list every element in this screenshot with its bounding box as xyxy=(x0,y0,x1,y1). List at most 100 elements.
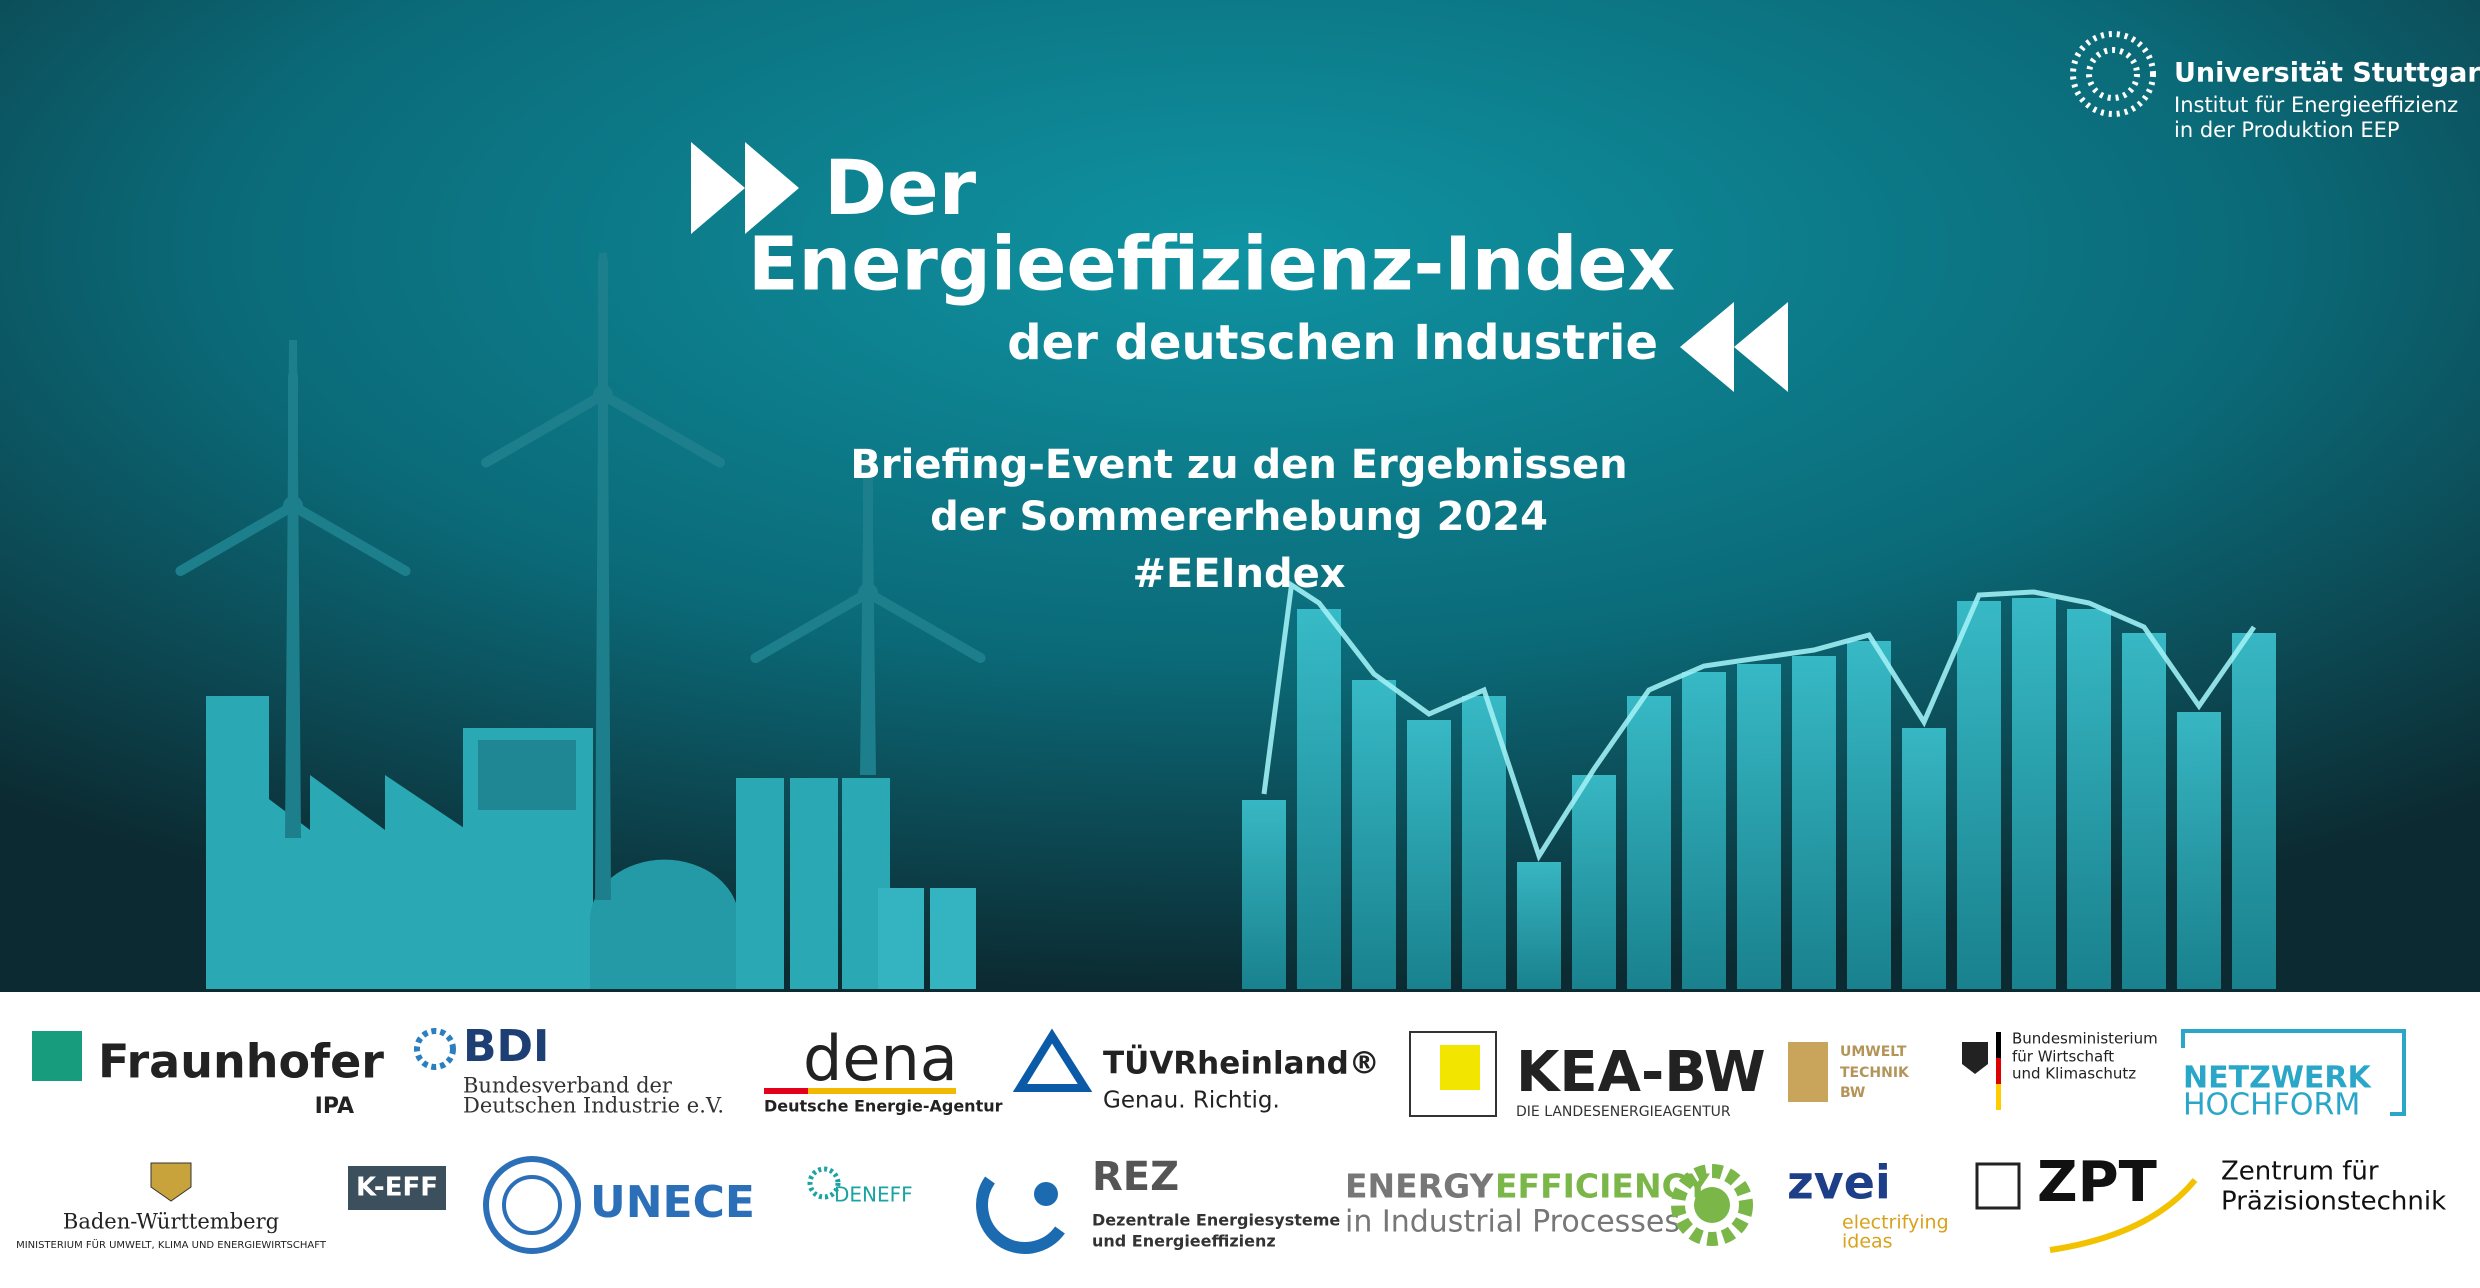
logo-text: MINISTERIUM FÜR UMWELT, KLIMA UND ENERGI… xyxy=(16,1238,327,1251)
decor-bar xyxy=(1242,800,1286,989)
logo-text: Genau. Richtig. xyxy=(1103,1088,1280,1114)
turbine-hub xyxy=(593,385,613,405)
logo-text: zvei xyxy=(1787,1156,1891,1210)
decor-bar xyxy=(1572,775,1616,989)
logo-text: und Klimaschutz xyxy=(2012,1065,2136,1083)
logo-text: und Energieeffizienz xyxy=(1092,1232,1276,1251)
logo-text: ideas xyxy=(1842,1231,1893,1253)
zpt-icon xyxy=(1975,1162,2021,1210)
logo-text: Präzisionstechnik xyxy=(2221,1187,2446,1217)
logo-text: Zentrum für xyxy=(2221,1157,2379,1187)
eagle xyxy=(1962,1042,1988,1074)
decor-bar xyxy=(1792,656,1836,989)
decor-bar xyxy=(1902,728,1946,989)
decor-line xyxy=(1261,580,2257,862)
decor-bar xyxy=(2012,598,2056,989)
decor-bar xyxy=(2122,633,2166,989)
turbine-blade xyxy=(481,390,608,468)
logo-strip xyxy=(0,992,2480,1288)
logo-text: IPA xyxy=(315,1094,354,1119)
institute: in der Produktion EEP xyxy=(2174,118,2400,142)
logo-text: UNECE xyxy=(590,1177,755,1228)
title: Der xyxy=(824,143,977,232)
illustration xyxy=(175,253,2276,989)
title: Energieeffizienz-Index xyxy=(748,222,1675,308)
logo-text: Baden-Württemberg xyxy=(63,1210,279,1234)
rez-icon xyxy=(1034,1182,1058,1206)
rewind-icon xyxy=(1680,302,1788,392)
logo-text: Bundesministerium xyxy=(2012,1030,2158,1048)
logo-text: Bundesverband der xyxy=(463,1074,673,1098)
un-emblem xyxy=(483,1156,581,1254)
decor-bar xyxy=(1407,720,1451,989)
partner-logos: Fraunhofer IPA BDI Bundesverband der Deu… xyxy=(16,1021,2446,1254)
logo-text: BDI xyxy=(463,1021,549,1072)
decor-bar xyxy=(1517,862,1561,989)
flag xyxy=(1996,1032,2001,1058)
decor-bar xyxy=(1462,696,1506,989)
logo-text: KEA-BW xyxy=(1516,1040,1766,1105)
logo-text: DIE LANDESENERGIEAGENTUR xyxy=(1516,1104,1731,1120)
hochform-frame xyxy=(2181,1029,2406,1116)
logo-text: NETZWERK xyxy=(2183,1061,2373,1096)
decor-bar xyxy=(2232,633,2276,989)
logo-text: DENEFF xyxy=(834,1183,913,1207)
deneff-icon xyxy=(807,1166,841,1200)
logo-text: K-EFF xyxy=(356,1173,438,1203)
turbine-blade xyxy=(863,588,986,663)
decor-bar xyxy=(1957,601,2001,989)
logo-text: ENERGY xyxy=(1345,1167,1494,1206)
un-emblem xyxy=(502,1175,562,1235)
factory xyxy=(237,775,467,989)
title-sub: der deutschen Industrie xyxy=(1007,315,1658,371)
dena-bar xyxy=(764,1088,808,1094)
turbine-blade xyxy=(175,501,298,576)
fraunhofer-icon xyxy=(32,1031,82,1081)
flag xyxy=(1996,1084,2001,1110)
logo-text: UMWELT xyxy=(1840,1044,1907,1060)
decor-bar xyxy=(2067,609,2111,989)
umwelttechnik-icon xyxy=(1788,1042,1828,1102)
tuev-icon xyxy=(1012,1028,1093,1092)
turbine-hub xyxy=(858,583,878,603)
turbine-tower xyxy=(595,253,611,900)
keff-box xyxy=(348,1166,446,1210)
logo-text: TÜVRheinland® xyxy=(1103,1045,1380,1082)
flag xyxy=(1996,1058,2001,1084)
decor-bar xyxy=(2177,712,2221,989)
bdi-icon xyxy=(414,1028,456,1070)
logo-text: HOCHFORM xyxy=(2183,1088,2360,1123)
university: Universität Stuttgart xyxy=(2174,58,2480,89)
kea-icon xyxy=(1440,1045,1480,1090)
solar-panel xyxy=(478,740,576,810)
hashtag: #EEIndex xyxy=(1132,551,1345,597)
kea-icon xyxy=(1409,1031,1497,1117)
gear-icon xyxy=(1694,1187,1730,1223)
logo-text: Dezentrale Energiesysteme xyxy=(1092,1211,1340,1230)
university-logo xyxy=(2070,31,2156,117)
rez-icon xyxy=(975,1176,1065,1254)
turbine-hub xyxy=(283,496,303,516)
logo-text: electrifying xyxy=(1842,1212,1949,1234)
decor-bar xyxy=(1847,641,1891,989)
event: Briefing-Event zu den Ergebnissen xyxy=(850,442,1627,488)
logo-text: TECHNIK xyxy=(1840,1065,1910,1081)
play-icon xyxy=(691,142,799,234)
turbine-blade xyxy=(598,390,725,468)
logo-text: Deutschen Industrie e.V. xyxy=(463,1094,724,1118)
logo-text: Fraunhofer xyxy=(98,1035,384,1089)
bio-dome xyxy=(590,859,739,989)
decor-bar xyxy=(1352,680,1396,989)
logo-text: ZPT xyxy=(2037,1150,2157,1215)
turbine-blade xyxy=(750,588,873,663)
logo-text: dena xyxy=(803,1022,958,1095)
institute: Institut für Energieeffizienz xyxy=(2174,93,2458,117)
turbine-blade xyxy=(288,501,411,576)
logo-text: Deutsche Energie-Agentur xyxy=(764,1097,1003,1116)
logo-text: BW xyxy=(1840,1085,1865,1101)
dena-bar xyxy=(808,1088,956,1094)
decor-bar xyxy=(1737,664,1781,989)
decor-bar xyxy=(1682,672,1726,989)
